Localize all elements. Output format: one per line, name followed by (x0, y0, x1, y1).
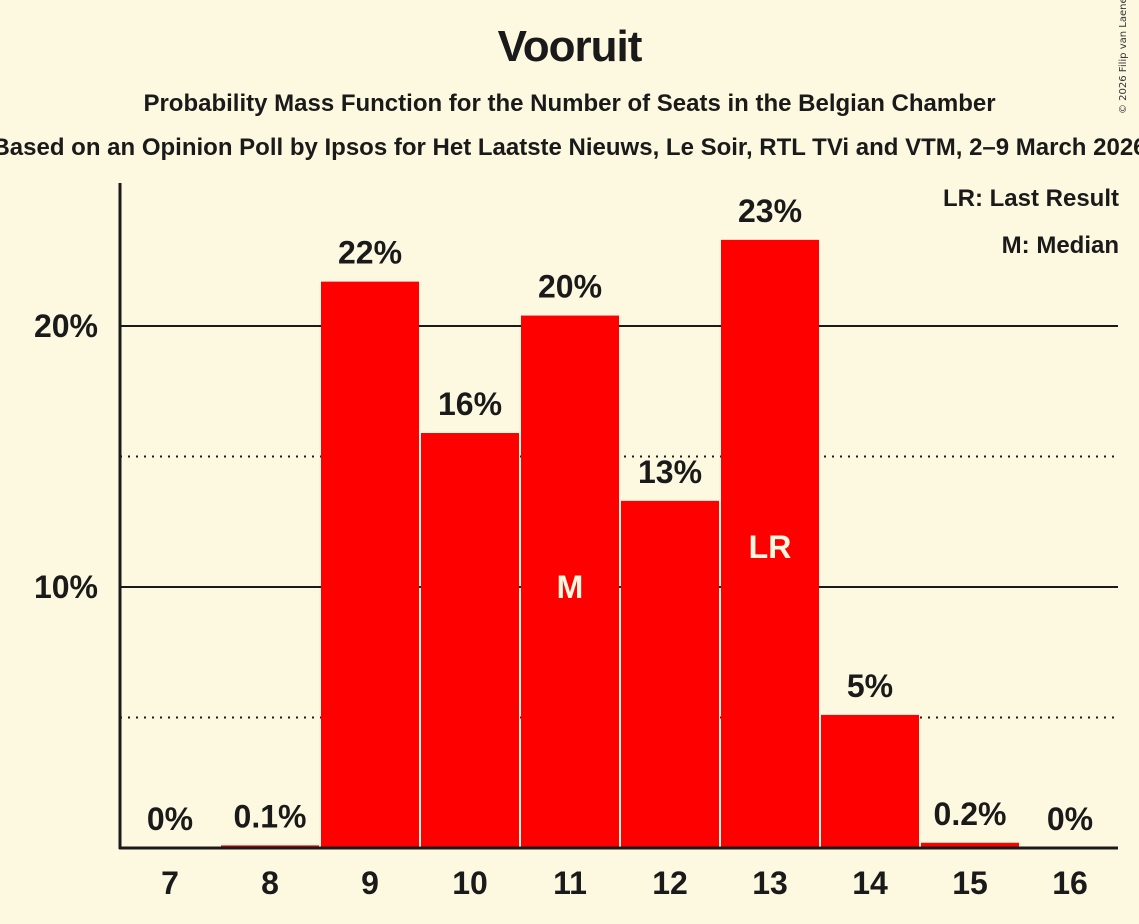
legend-last-result: LR: Last Result (942, 185, 1119, 212)
bar-9 (321, 281, 419, 848)
bar-value-label: 22% (338, 235, 402, 271)
x-tick-label: 9 (361, 865, 379, 901)
chart-source-subtitle: Based on an Opinion Poll by Ipsos for He… (0, 134, 1139, 161)
x-tick-label: 16 (1052, 865, 1088, 901)
bar-14 (821, 714, 919, 848)
x-tick-label: 11 (553, 865, 587, 901)
x-tick-label: 12 (652, 865, 688, 901)
x-tick-label: 15 (952, 865, 988, 901)
x-tick-label: 10 (452, 865, 488, 901)
x-tick-label: 13 (752, 865, 788, 901)
bar-15 (921, 842, 1019, 848)
bar-12 (621, 500, 719, 848)
x-tick-label: 7 (161, 865, 179, 901)
bar-value-label: 20% (538, 269, 602, 305)
bar-value-label: 0% (147, 801, 193, 837)
legend-median: M: Median (1001, 232, 1119, 259)
bar-10 (421, 433, 519, 848)
bar-value-label: 5% (847, 668, 893, 704)
bar-value-label: 16% (438, 386, 502, 422)
bar-value-label: 0% (1047, 801, 1093, 837)
x-tick-label: 14 (852, 865, 888, 901)
bar-value-label: 23% (738, 193, 802, 229)
bar-13 (721, 239, 819, 848)
bar-value-label: 0.1% (234, 798, 307, 834)
bar-value-label: 13% (638, 454, 702, 490)
chart-subtitle: Probability Mass Function for the Number… (143, 90, 996, 117)
bar-marker-m: M (557, 569, 584, 605)
bar-11 (521, 315, 619, 848)
x-tick-label: 8 (261, 865, 279, 901)
y-tick-label: 10% (34, 569, 98, 605)
bar-value-label: 0.2% (934, 796, 1007, 832)
bar-marker-lr: LR (749, 529, 792, 565)
y-tick-label: 20% (34, 308, 98, 344)
chart-title: Vooruit (497, 22, 643, 71)
